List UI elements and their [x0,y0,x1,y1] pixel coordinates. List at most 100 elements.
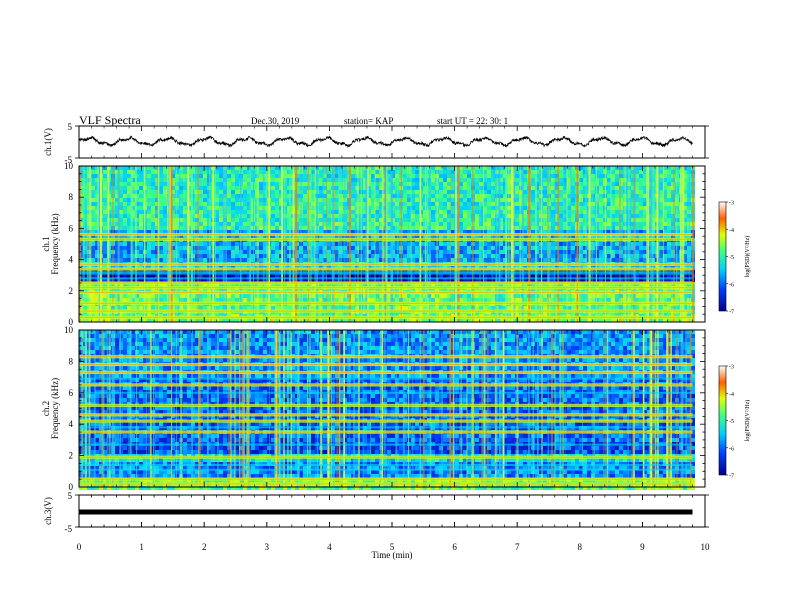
spectrogram-cell [79,218,83,222]
spectrogram-cell [507,210,511,214]
spectrogram-cell [415,278,419,282]
spectrogram-cell [407,218,411,222]
spectrogram-cell [227,222,231,226]
spectrogram-cell [155,178,159,182]
spectrogram-cell [499,182,503,186]
spectrogram-cell [127,226,131,230]
spectrogram-cell [127,198,131,202]
spectrogram-cell [279,178,283,182]
spectrogram-cell [467,242,471,246]
spectrogram-cell [179,246,183,250]
spectrogram-cell [459,226,463,230]
spectrogram-cell [319,246,323,250]
spectrogram-cell [195,226,199,230]
spectrogram-cell [559,242,563,246]
spectrogram-cell [155,230,159,234]
spectrogram-cell [131,306,135,310]
spectrogram-cell [231,230,235,234]
spectrogram-cell [299,274,303,278]
spectrogram-cell [387,178,391,182]
spectrogram-cell [119,278,123,282]
spectrogram-cell [183,166,187,170]
spectrogram-cell [431,242,435,246]
spectrogram-cell [95,242,99,246]
spectrogram-cell [359,306,363,310]
spectrogram-cell [479,194,483,198]
spectrogram-cell [487,250,491,254]
spectrogram-cell [531,226,535,230]
spectrogram-cell [443,170,447,174]
spectrogram-cell [443,186,447,190]
spectrogram-cell [103,242,107,246]
spectrogram-cell [235,218,239,222]
spectrogram-cell [343,198,347,202]
spectrogram-cell [163,278,167,282]
spectrogram-cell [343,206,347,210]
spectrogram-cell [443,226,447,230]
spectrogram-cell [319,318,323,322]
spectrogram-cell [123,214,127,218]
spectrogram-cell [499,198,503,202]
spectrogram-cell [519,258,523,262]
spectrogram-cell [343,294,347,298]
spectrogram-cell [159,178,163,182]
spectrogram-cell [219,194,223,198]
spectrogram-cell [395,210,399,214]
spectrogram-cell [375,246,379,250]
spectrogram-cell [279,226,283,230]
spectrogram-cell [247,278,251,282]
spectrogram-cell [303,278,307,282]
spectrogram-cell [171,210,175,214]
spectrogram-cell [215,222,219,226]
spectrogram-cell [279,182,283,186]
spectrogram-cell [303,170,307,174]
spectrogram-cell [395,206,399,210]
spectrogram-cell [255,246,259,250]
spectrogram-cell [531,174,535,178]
spectrogram-cell [343,210,347,214]
spectrogram-cell [387,298,391,302]
spectrogram-cell [371,306,375,310]
spectrogram-cell [243,274,247,278]
spectrogram-cell [359,198,363,202]
spectrogram-cell [143,274,147,278]
spectrogram-cell [147,230,151,234]
spectrogram-cell [195,318,199,322]
spectrogram-cell [223,210,227,214]
spectrogram-cell [463,250,467,254]
spectrogram-cell [131,278,135,282]
spectrogram-cell [395,222,399,226]
spectrogram-cell [103,278,107,282]
spectrogram-cell [359,178,363,182]
spectrogram-cell [483,294,487,298]
spectrogram-cell [199,182,203,186]
spectrogram-cell [447,230,451,234]
spectrogram-cell [271,202,275,206]
spectrogram-cell [79,298,83,302]
spectrogram-cell [271,198,275,202]
spectrogram-cell [415,182,419,186]
spectrogram-cell [259,182,263,186]
spectrogram-cell [279,198,283,202]
spectrogram-cell [487,202,491,206]
spectrogram-cell [483,190,487,194]
spectrogram-cell [343,298,347,302]
spectrogram-cell [151,230,155,234]
spectrogram-cell [275,202,279,206]
spectrogram-cell [235,278,239,282]
spectrogram-cell [467,198,471,202]
spectrogram-cell [227,306,231,310]
spectrogram-cell [215,214,219,218]
spectrogram-cell [119,170,123,174]
spectrogram-cell [251,202,255,206]
spectrogram-cell [151,274,155,278]
spectrogram-cell [407,166,411,170]
spectrogram-cell [159,226,163,230]
spectrogram-cell [323,174,327,178]
spectrogram-cell [479,306,483,310]
spectrogram-cell [159,190,163,194]
spectrogram-cell [279,190,283,194]
spectrogram-cell [243,214,247,218]
spectrogram-cell [375,226,379,230]
spectrogram-cell [479,202,483,206]
